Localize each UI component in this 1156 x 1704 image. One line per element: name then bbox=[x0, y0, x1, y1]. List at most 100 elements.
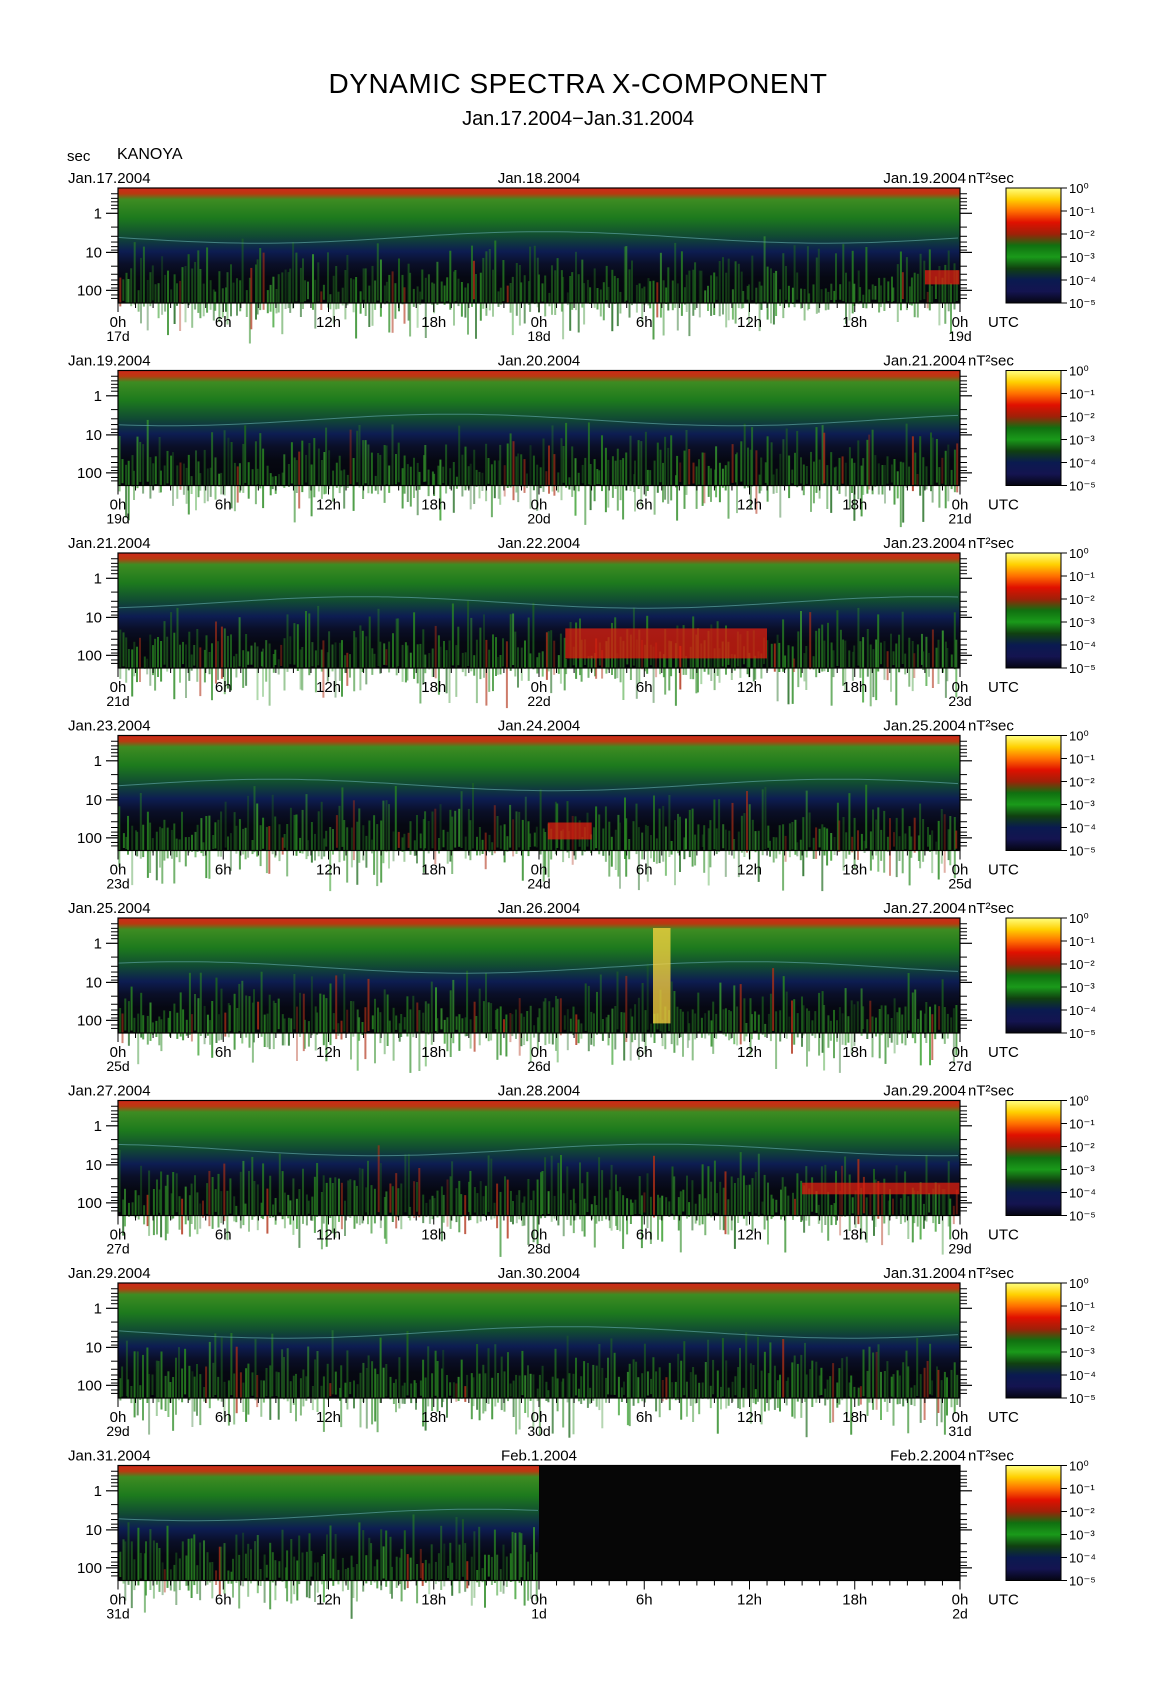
activity-streak bbox=[449, 250, 452, 310]
activity-streak bbox=[760, 457, 763, 491]
activity-streak bbox=[391, 1186, 394, 1222]
activity-streak bbox=[718, 799, 721, 853]
activity-streak bbox=[184, 266, 187, 323]
activity-streak bbox=[875, 639, 878, 701]
activity-streak bbox=[389, 1376, 392, 1400]
activity-streak bbox=[673, 991, 676, 1053]
activity-streak bbox=[487, 458, 490, 484]
x-tick-label: 18h bbox=[842, 1592, 867, 1609]
activity-streak bbox=[794, 452, 796, 486]
colorbar-tick-label: 10⁻¹ bbox=[1069, 1482, 1095, 1497]
activity-streak bbox=[479, 1181, 482, 1222]
activity-streak bbox=[616, 653, 619, 679]
activity-streak bbox=[455, 1016, 458, 1030]
activity-streak bbox=[436, 1361, 439, 1412]
activity-streak bbox=[595, 1205, 598, 1224]
activity-streak bbox=[731, 802, 734, 851]
activity-streak bbox=[935, 841, 938, 855]
activity-streak bbox=[223, 1381, 226, 1419]
activity-streak bbox=[634, 1004, 637, 1040]
activity-streak bbox=[865, 784, 868, 849]
activity-streak bbox=[457, 278, 460, 307]
activity-streak bbox=[695, 634, 698, 694]
activity-streak bbox=[866, 439, 869, 494]
activity-streak bbox=[854, 1190, 857, 1228]
activity-streak bbox=[160, 641, 163, 682]
activity-streak bbox=[460, 791, 463, 848]
activity-streak bbox=[644, 824, 647, 852]
activity-streak bbox=[235, 1205, 238, 1223]
activity-streak bbox=[596, 288, 599, 310]
activity-streak bbox=[422, 1012, 425, 1031]
activity-streak bbox=[392, 1007, 395, 1061]
activity-streak bbox=[815, 1191, 818, 1213]
activity-streak bbox=[571, 272, 574, 310]
activity-streak bbox=[910, 277, 913, 306]
activity-streak bbox=[340, 1182, 343, 1230]
activity-streak bbox=[307, 840, 310, 857]
activity-streak bbox=[289, 268, 292, 313]
activity-streak bbox=[278, 474, 281, 487]
activity-streak bbox=[346, 1009, 349, 1034]
activity-streak bbox=[943, 1007, 946, 1044]
activity-streak bbox=[137, 1527, 140, 1586]
activity-streak bbox=[391, 1566, 393, 1599]
activity-streak bbox=[844, 462, 847, 497]
activity-streak bbox=[515, 456, 518, 493]
colorbar-tick-label: 10⁻⁴ bbox=[1069, 456, 1096, 471]
activity-streak bbox=[512, 819, 515, 857]
x-tick-label: 0h bbox=[531, 1592, 548, 1609]
activity-streak bbox=[283, 834, 286, 848]
activity-streak bbox=[442, 829, 445, 848]
activity-streak bbox=[452, 1382, 455, 1398]
activity-streak bbox=[259, 433, 262, 489]
activity-streak bbox=[946, 648, 949, 682]
colorbar-scale bbox=[1005, 187, 1062, 304]
activity-streak bbox=[791, 1362, 794, 1417]
activity-streak bbox=[434, 1561, 437, 1585]
activity-streak bbox=[346, 652, 349, 686]
activity-streak bbox=[404, 1154, 407, 1213]
activity-streak bbox=[509, 1190, 512, 1222]
activity-streak bbox=[848, 447, 851, 510]
activity-streak bbox=[542, 438, 545, 492]
activity-streak bbox=[841, 1358, 844, 1401]
activity-streak bbox=[194, 831, 197, 858]
activity-streak bbox=[140, 257, 142, 324]
y-tick-label: 1 bbox=[94, 753, 102, 770]
activity-streak bbox=[203, 449, 206, 504]
activity-streak bbox=[295, 252, 298, 302]
activity-streak bbox=[283, 638, 286, 691]
activity-streak bbox=[248, 996, 251, 1048]
activity-streak bbox=[325, 830, 328, 847]
activity-streak bbox=[940, 809, 943, 864]
activity-streak bbox=[878, 277, 881, 313]
activity-streak bbox=[862, 1349, 865, 1397]
activity-streak bbox=[914, 989, 917, 1044]
activity-streak bbox=[910, 1387, 913, 1405]
x-tick-label: 18h bbox=[842, 679, 867, 696]
activity-streak bbox=[611, 1008, 614, 1065]
activity-streak bbox=[652, 1357, 655, 1398]
activity-streak bbox=[931, 437, 934, 503]
activity-streak bbox=[590, 834, 593, 854]
activity-streak bbox=[598, 814, 601, 855]
activity-streak bbox=[743, 998, 746, 1042]
activity-streak bbox=[395, 1015, 398, 1030]
activity-streak bbox=[220, 472, 223, 495]
activity-streak bbox=[157, 637, 159, 677]
activity-streak bbox=[386, 994, 389, 1046]
activity-streak bbox=[235, 1534, 238, 1583]
activity-streak bbox=[559, 998, 562, 1036]
activity-streak bbox=[469, 820, 472, 861]
activity-streak bbox=[943, 814, 946, 873]
activity-streak bbox=[665, 1377, 668, 1400]
activity-streak bbox=[728, 830, 731, 855]
activity-streak bbox=[721, 468, 724, 488]
activity-streak bbox=[772, 474, 775, 494]
activity-streak bbox=[550, 1155, 553, 1222]
activity-streak bbox=[206, 1014, 209, 1036]
activity-streak bbox=[724, 1171, 727, 1235]
activity-streak bbox=[475, 1016, 478, 1033]
activity-streak bbox=[416, 1564, 419, 1604]
